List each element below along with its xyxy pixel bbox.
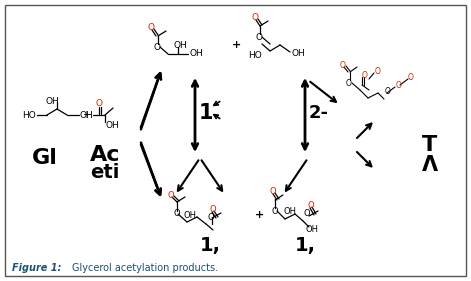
Text: OH: OH [189,49,203,58]
Text: O: O [148,24,155,33]
Text: Figure 1:: Figure 1: [12,263,61,273]
Text: O: O [303,210,309,219]
Text: O: O [210,205,217,214]
Text: O: O [408,74,414,83]
Text: O: O [269,187,276,196]
Text: O: O [168,191,175,200]
Text: O: O [308,201,315,210]
Text: +: + [82,110,90,120]
Text: OH: OH [80,110,94,119]
Text: O: O [173,210,179,219]
Text: O: O [362,71,368,80]
Text: Glycerol acetylation products.: Glycerol acetylation products. [72,263,218,273]
Text: O: O [252,13,259,22]
Text: O: O [154,42,161,51]
Text: Gl: Gl [32,148,58,168]
Text: 1,: 1, [294,235,316,255]
Text: 1,: 1, [200,235,220,255]
Text: O: O [375,67,381,76]
Text: T: T [422,135,438,155]
Text: OH: OH [291,49,305,58]
Text: OH: OH [184,210,197,219]
Text: O: O [346,78,352,87]
Text: 2-: 2- [309,104,329,122]
Text: 1: 1 [199,103,213,123]
Text: O: O [385,87,391,96]
Text: O: O [256,33,263,42]
Text: O: O [340,60,346,69]
Text: O: O [95,99,102,108]
Text: O: O [271,207,277,216]
Text: OH: OH [174,42,188,51]
Text: OH: OH [45,96,59,105]
Text: OH: OH [283,207,296,216]
Text: Λ: Λ [422,155,438,175]
Text: O: O [396,80,402,90]
Text: eti: eti [90,162,120,182]
Text: O: O [207,214,214,223]
Text: OH: OH [305,225,318,235]
Text: +: + [255,210,264,220]
Text: OH: OH [106,121,120,130]
Text: HO: HO [248,51,262,60]
Text: +: + [232,40,241,50]
Text: HO: HO [22,110,36,119]
Text: Ac: Ac [90,145,120,165]
